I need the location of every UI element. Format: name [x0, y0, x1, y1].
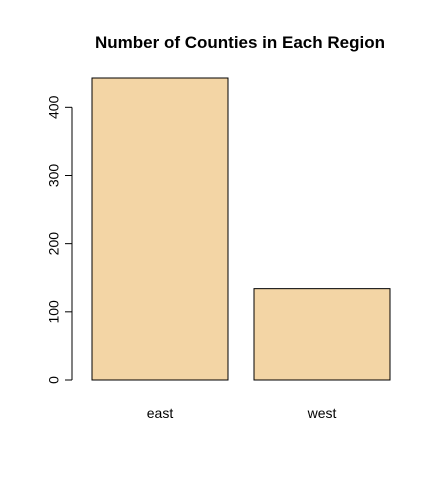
bars — [91, 77, 391, 381]
y-tick-label: 200 — [46, 232, 62, 256]
bar-west — [253, 288, 391, 381]
x-tick-label-east: east — [147, 405, 174, 421]
x-tick-label-west: west — [307, 405, 337, 421]
bar-east — [91, 77, 229, 381]
y-tick-label: 400 — [46, 95, 62, 119]
x-axis-labels: east west — [147, 405, 337, 421]
y-tick-label: 300 — [46, 164, 62, 188]
y-tick-label: 0 — [46, 376, 62, 384]
chart-title: Number of Counties in Each Region — [95, 33, 385, 52]
y-tick-label: 100 — [46, 300, 62, 324]
y-axis: 0 100 200 300 400 — [46, 95, 72, 384]
